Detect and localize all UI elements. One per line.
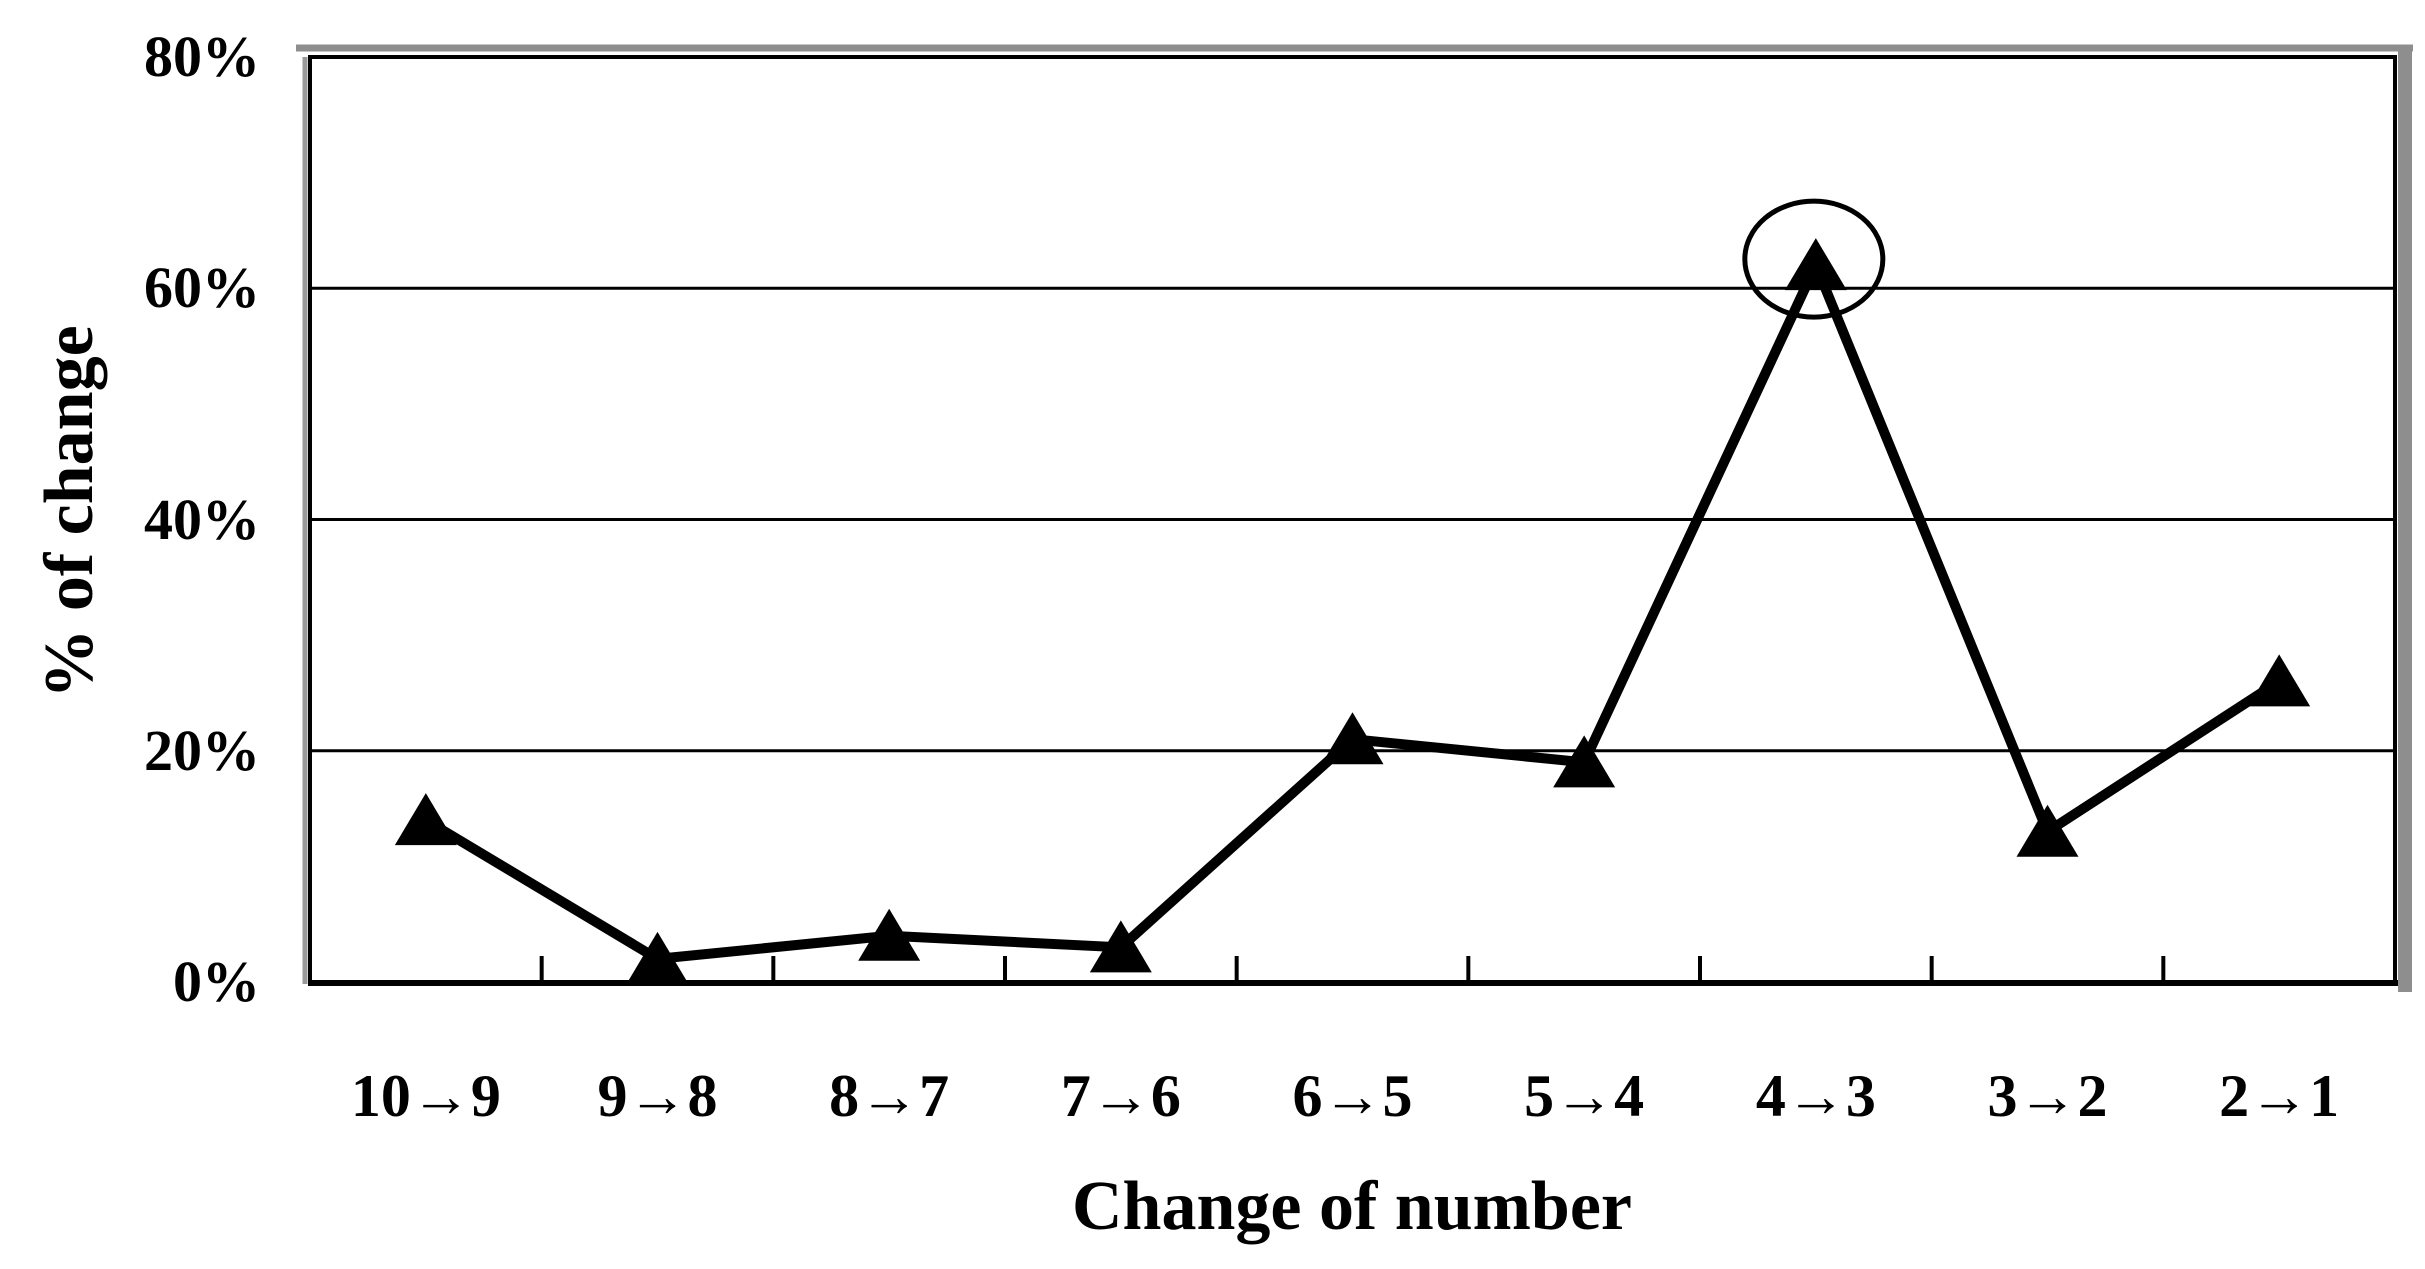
x-tick-label-1: 10→9	[350, 1063, 501, 1129]
y-tick-label-60%: 60%	[144, 255, 260, 321]
data-point-marker	[626, 931, 689, 984]
x-tick-label-8: 3→2	[1987, 1063, 2108, 1129]
y-tick-label-80%: 80%	[144, 24, 260, 89]
data-point-marker	[1784, 238, 1847, 291]
data-point-marker	[2248, 654, 2311, 707]
data-point-marker	[858, 908, 921, 961]
y-tick-label-40%: 40%	[144, 486, 260, 552]
x-tick-label-9: 2→1	[2219, 1063, 2340, 1129]
y-tick-label-20%: 20%	[144, 717, 260, 783]
x-tick-label-4: 7→6	[1060, 1063, 1181, 1129]
data-point-marker	[1321, 712, 1384, 765]
y-tick-label-0%: 0%	[173, 949, 260, 1014]
x-axis-title: Change of number	[1071, 1168, 1633, 1245]
x-tick-label-3: 8→7	[829, 1063, 950, 1129]
x-tick-label-2: 9→8	[597, 1063, 718, 1129]
x-tick-label-5: 6→5	[1292, 1063, 1413, 1129]
highlight-circle	[1742, 198, 1886, 320]
x-tick-label-7: 4→3	[1755, 1063, 1876, 1129]
data-point-marker	[2016, 804, 2079, 857]
x-tick-label-6: 5→4	[1524, 1063, 1645, 1129]
data-point-marker	[394, 793, 457, 846]
data-point-marker	[1089, 920, 1152, 973]
data-point-marker	[1553, 735, 1616, 788]
